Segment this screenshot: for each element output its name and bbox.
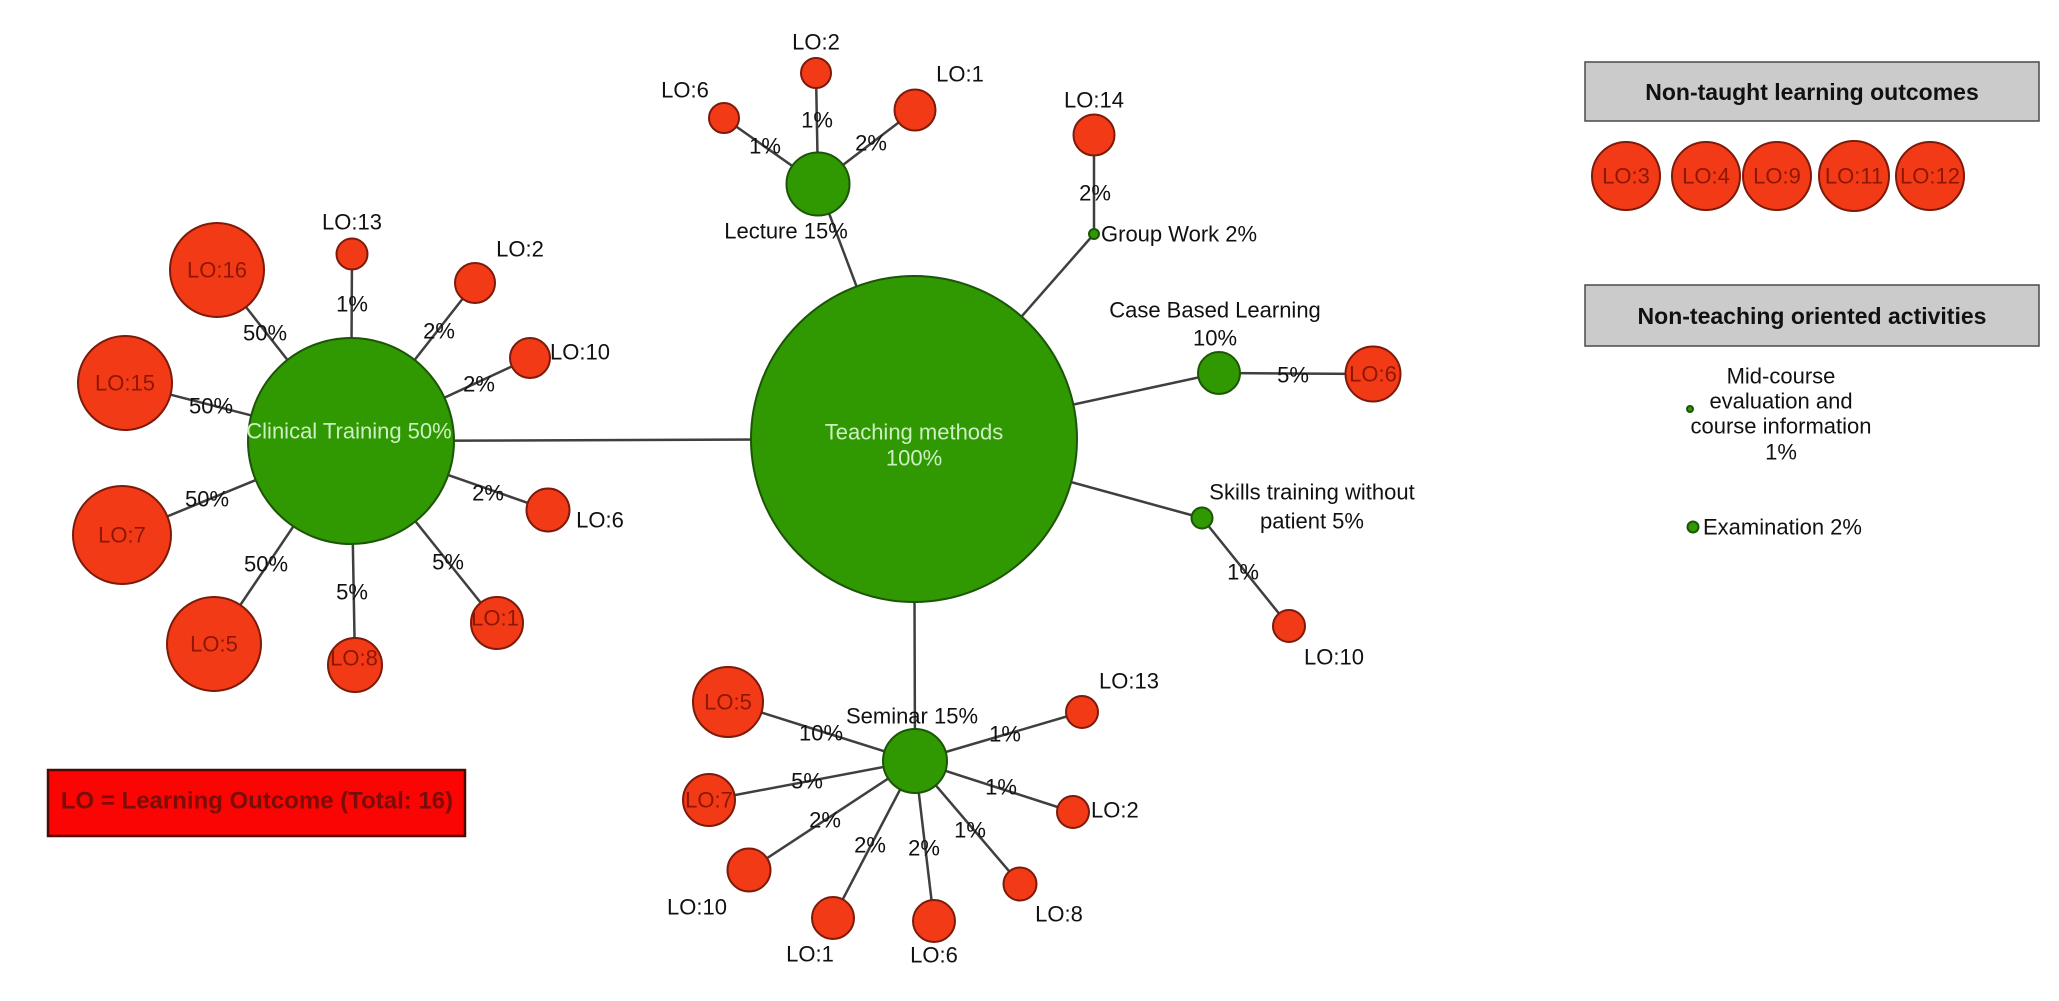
svg-text:LO:8: LO:8 xyxy=(1035,902,1083,927)
svg-text:50%: 50% xyxy=(244,552,288,577)
svg-text:1%: 1% xyxy=(336,292,368,317)
svg-text:LO:4: LO:4 xyxy=(1682,164,1730,189)
svg-text:50%: 50% xyxy=(189,394,233,419)
svg-text:LO:13: LO:13 xyxy=(322,210,382,235)
svg-text:1%: 1% xyxy=(954,818,986,843)
svg-text:Mid-course: Mid-course xyxy=(1727,364,1836,389)
svg-text:2%: 2% xyxy=(463,372,495,397)
svg-text:1%: 1% xyxy=(1227,560,1259,585)
svg-text:LO:10: LO:10 xyxy=(1304,645,1364,670)
svg-text:Teaching methods: Teaching methods xyxy=(825,420,1004,445)
svg-text:LO:14: LO:14 xyxy=(1064,88,1124,113)
svg-text:LO:6: LO:6 xyxy=(910,943,958,968)
svg-text:LO:13: LO:13 xyxy=(1099,669,1159,694)
svg-text:2%: 2% xyxy=(472,481,504,506)
svg-text:2%: 2% xyxy=(1079,181,1111,206)
svg-text:Seminar 15%: Seminar 15% xyxy=(846,704,978,729)
svg-text:Group Work 2%: Group Work 2% xyxy=(1101,222,1257,247)
svg-text:LO:5: LO:5 xyxy=(190,632,238,657)
svg-text:1%: 1% xyxy=(749,134,781,159)
svg-text:LO:9: LO:9 xyxy=(1753,164,1801,189)
svg-text:1%: 1% xyxy=(1765,440,1797,465)
svg-text:Examination 2%: Examination 2% xyxy=(1703,515,1862,540)
svg-text:2%: 2% xyxy=(809,808,841,833)
svg-text:LO:1: LO:1 xyxy=(786,942,834,967)
svg-text:LO:2: LO:2 xyxy=(496,237,544,262)
svg-text:100%: 100% xyxy=(886,446,942,471)
svg-text:50%: 50% xyxy=(243,321,287,346)
svg-text:LO:12: LO:12 xyxy=(1900,164,1960,189)
svg-text:LO:15: LO:15 xyxy=(95,371,155,396)
svg-text:2%: 2% xyxy=(855,131,887,156)
svg-text:Clinical Training 50%: Clinical Training 50% xyxy=(246,419,451,444)
svg-text:LO:5: LO:5 xyxy=(704,690,752,715)
svg-text:LO:6: LO:6 xyxy=(1349,362,1397,387)
svg-text:50%: 50% xyxy=(185,487,229,512)
svg-text:Lecture 15%: Lecture 15% xyxy=(724,219,848,244)
svg-text:LO:16: LO:16 xyxy=(187,258,247,283)
svg-text:LO:10: LO:10 xyxy=(550,340,610,365)
svg-text:LO:6: LO:6 xyxy=(576,508,624,533)
svg-text:course information: course information xyxy=(1691,414,1872,439)
svg-text:LO:3: LO:3 xyxy=(1602,164,1650,189)
svg-text:2%: 2% xyxy=(854,833,886,858)
svg-text:LO:2: LO:2 xyxy=(1091,798,1139,823)
svg-text:5%: 5% xyxy=(336,580,368,605)
svg-text:2%: 2% xyxy=(908,836,940,861)
svg-text:Case Based Learning: Case Based Learning xyxy=(1109,298,1321,323)
svg-text:LO = Learning Outcome (Total:: LO = Learning Outcome (Total: 16) xyxy=(61,788,453,815)
svg-text:LO:10: LO:10 xyxy=(667,895,727,920)
svg-text:patient 5%: patient 5% xyxy=(1260,509,1364,534)
svg-text:Non-teaching oriented activiti: Non-teaching oriented activities xyxy=(1638,303,1987,329)
svg-text:10%: 10% xyxy=(799,721,843,746)
svg-text:LO:2: LO:2 xyxy=(792,30,840,55)
svg-text:5%: 5% xyxy=(432,550,464,575)
svg-text:Non-taught learning outcomes: Non-taught learning outcomes xyxy=(1645,79,1979,105)
svg-text:Skills training without: Skills training without xyxy=(1209,480,1414,505)
svg-text:LO:7: LO:7 xyxy=(685,788,733,813)
svg-text:10%: 10% xyxy=(1193,326,1237,351)
svg-text:evaluation and: evaluation and xyxy=(1709,389,1852,414)
svg-text:LO:1: LO:1 xyxy=(471,606,519,631)
svg-text:1%: 1% xyxy=(985,775,1017,800)
svg-text:LO:11: LO:11 xyxy=(1825,164,1883,189)
svg-text:LO:1: LO:1 xyxy=(936,62,984,87)
svg-text:1%: 1% xyxy=(801,108,833,133)
svg-text:1%: 1% xyxy=(989,722,1021,747)
svg-text:5%: 5% xyxy=(1277,363,1309,388)
svg-text:LO:7: LO:7 xyxy=(98,523,146,548)
svg-text:LO:6: LO:6 xyxy=(661,78,709,103)
svg-text:LO:8: LO:8 xyxy=(330,646,378,671)
svg-text:2%: 2% xyxy=(423,319,455,344)
svg-text:5%: 5% xyxy=(791,769,823,794)
